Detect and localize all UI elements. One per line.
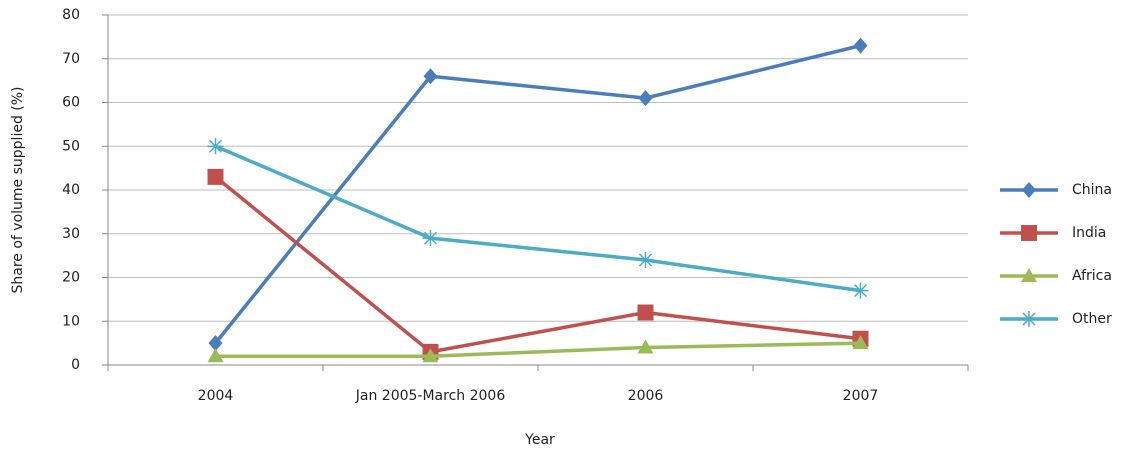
y-tick-label: 70 (62, 51, 80, 67)
x-tick-label: 2007 (843, 388, 879, 404)
y-tick-label: 80 (62, 7, 80, 23)
marker (207, 348, 224, 363)
marker (638, 90, 653, 107)
legend-label: Africa (1072, 268, 1112, 284)
legend-label: China (1072, 182, 1112, 198)
legend-marker (1021, 311, 1037, 327)
x-tick-label: 2006 (628, 388, 664, 404)
y-tick-label: 50 (62, 138, 80, 154)
marker (637, 304, 654, 321)
marker (852, 335, 869, 350)
legend-marker (1021, 268, 1037, 282)
line (214, 175, 861, 354)
line (214, 144, 861, 293)
y-tick-label: 20 (62, 270, 80, 286)
x-axis-label: Year (524, 432, 555, 448)
marker (207, 168, 224, 185)
x-tick-label: Jan 2005-March 2006 (355, 388, 506, 404)
line (214, 43, 861, 345)
y-tick-label: 10 (62, 313, 80, 329)
marker (208, 335, 223, 352)
marker (637, 339, 654, 354)
legend-label: India (1072, 225, 1106, 241)
marker (422, 230, 439, 247)
y-tick-label: 60 (62, 95, 80, 111)
marker (423, 68, 438, 85)
legend-label: Other (1072, 311, 1112, 327)
y-tick-label: 40 (62, 182, 80, 198)
x-tick-label: 2004 (198, 388, 234, 404)
line (215, 341, 861, 358)
marker (422, 348, 439, 363)
y-tick-label: 30 (62, 226, 80, 242)
legend-marker (1022, 182, 1036, 198)
marker (207, 138, 224, 155)
marker (637, 252, 654, 268)
y-tick-label: 0 (71, 357, 80, 373)
y-axis-label: Share of volume supplied (%) (10, 86, 26, 293)
legend-marker (1021, 225, 1037, 241)
marker (852, 282, 869, 299)
marker (853, 37, 868, 54)
